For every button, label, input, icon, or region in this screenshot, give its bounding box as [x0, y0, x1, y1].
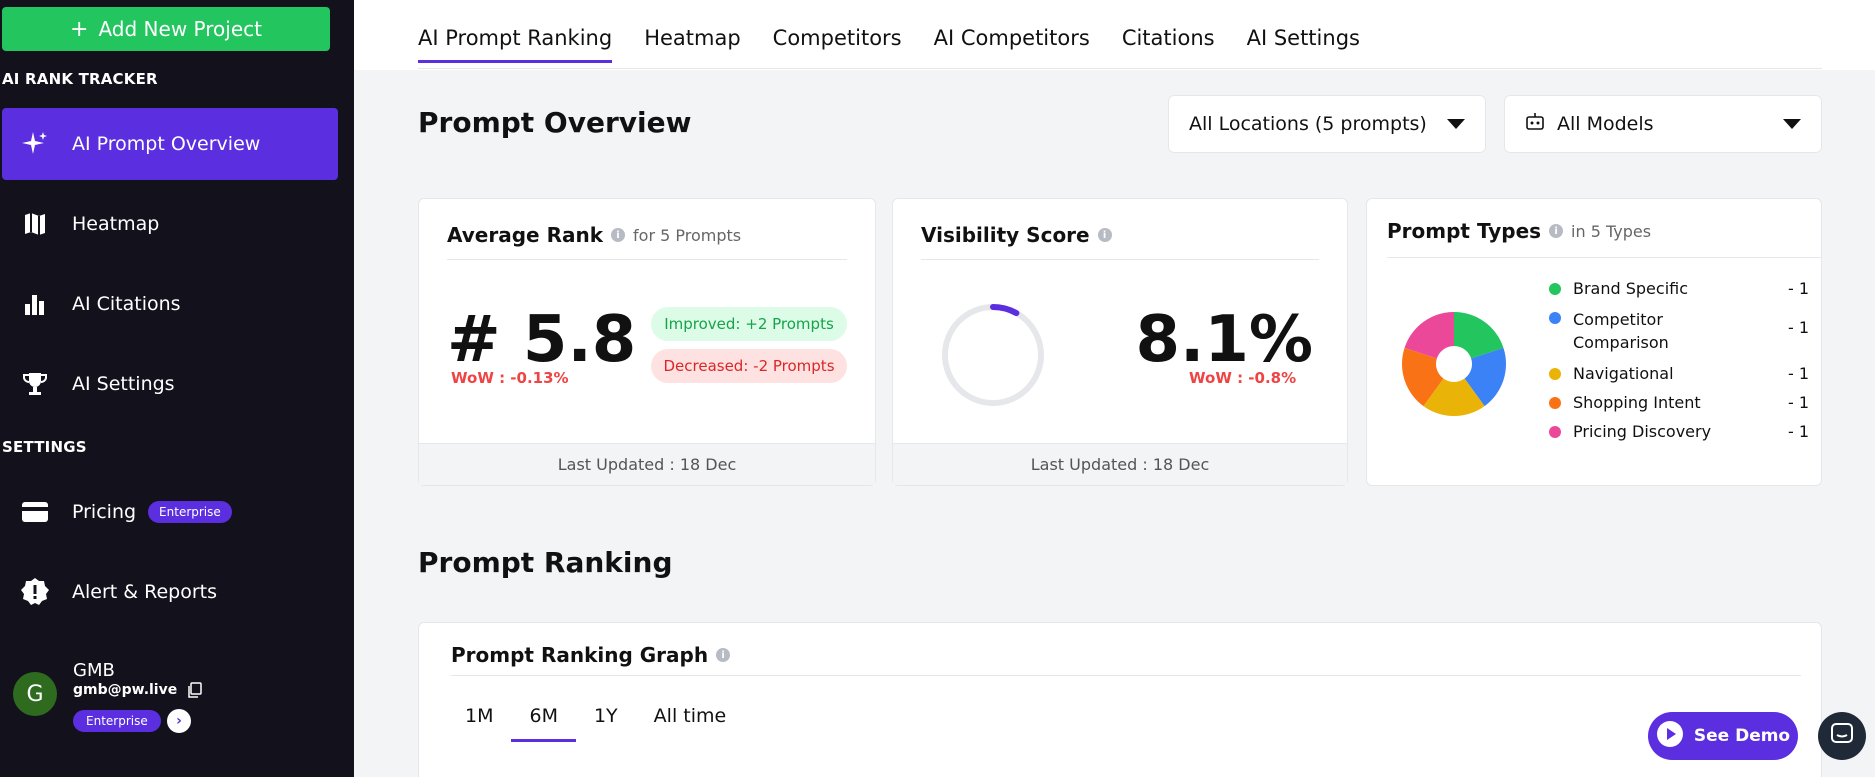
- tab-heatmap[interactable]: Heatmap: [644, 26, 741, 50]
- average-rank-value: # 5.8: [447, 303, 637, 377]
- chat-icon: [1830, 722, 1854, 750]
- legend-dot: [1549, 312, 1561, 324]
- card-subtitle: for 5 Prompts: [633, 225, 742, 245]
- legend-item: Navigational - 1: [1549, 364, 1809, 383]
- tab-citations[interactable]: Citations: [1121, 26, 1215, 50]
- decreased-badge: Decreased: -2 Prompts: [651, 349, 847, 383]
- sidebar: + Add New Project AI RANK TRACKER AI Pro…: [0, 0, 354, 777]
- prompt-types-card: Prompt Types i in 5 Types Brand Specific…: [1366, 198, 1822, 486]
- legend-dot: [1549, 283, 1561, 295]
- wow-change: WoW : -0.13%: [451, 369, 569, 387]
- period-6m[interactable]: 6M: [511, 705, 576, 742]
- last-updated: Last Updated : 18 Dec: [419, 443, 875, 485]
- legend-dot: [1549, 368, 1561, 380]
- legend-item: Competitor Comparison - 1: [1549, 308, 1809, 354]
- donut-slice-4: [1404, 312, 1454, 359]
- sidebar-item-ai-citations[interactable]: AI Citations: [2, 268, 338, 340]
- sidebar-item-ai-settings[interactable]: AI Settings: [2, 348, 338, 420]
- legend-dot: [1549, 426, 1561, 438]
- visibility-score-card: Visibility Score i 8.1% WoW : -0.8% Last…: [892, 198, 1348, 486]
- bar-chart-icon: [20, 289, 50, 319]
- user-plan-badge: Enterprise: [73, 710, 161, 732]
- donut-slice-3: [1402, 347, 1444, 407]
- robot-icon: [1525, 112, 1545, 137]
- donut-slice-1: [1464, 347, 1506, 407]
- tab-ai-settings[interactable]: AI Settings: [1246, 26, 1360, 50]
- avatar[interactable]: G: [13, 672, 57, 716]
- average-rank-card: Average Rank i for 5 Prompts # 5.8 WoW :…: [418, 198, 876, 486]
- trophy-icon: [20, 369, 50, 399]
- section-title-ai-rank-tracker: AI RANK TRACKER: [2, 70, 158, 88]
- page-title: Prompt Overview: [418, 106, 692, 139]
- credit-card-icon: [20, 497, 50, 527]
- user-profile: G GMB gmb@pw.live Enterprise ›: [13, 660, 343, 758]
- chevron-right-icon[interactable]: ›: [167, 709, 191, 733]
- card-title: Prompt Types: [1387, 219, 1542, 243]
- info-icon[interactable]: i: [611, 228, 626, 242]
- model-select[interactable]: All Models: [1504, 95, 1822, 153]
- user-email: gmb@pw.live: [73, 682, 178, 698]
- legend-item: Brand Specific - 1: [1549, 279, 1809, 298]
- visibility-ring: [942, 304, 1044, 406]
- donut-slice-2: [1423, 378, 1485, 416]
- info-icon[interactable]: i: [716, 648, 731, 662]
- tab-ai-prompt-ranking[interactable]: AI Prompt Ranking: [418, 26, 613, 63]
- tab-bar: AI Prompt Ranking Heatmap Competitors AI…: [418, 26, 1360, 63]
- period-1y[interactable]: 1Y: [593, 705, 618, 727]
- tab-ai-competitors[interactable]: AI Competitors: [933, 26, 1090, 50]
- location-select[interactable]: All Locations (5 prompts): [1168, 95, 1486, 153]
- copy-icon[interactable]: [187, 682, 203, 702]
- caret-down-icon: [1447, 119, 1465, 129]
- section-title-prompt-ranking: Prompt Ranking: [418, 546, 673, 579]
- sidebar-item-alert-reports[interactable]: Alert & Reports: [2, 556, 338, 628]
- donut-slice-0: [1454, 312, 1504, 359]
- sidebar-item-ai-prompt-overview[interactable]: AI Prompt Overview: [2, 108, 338, 180]
- wow-change: WoW : -0.8%: [1189, 369, 1297, 387]
- card-title: Average Rank: [447, 223, 604, 247]
- sidebar-item-pricing[interactable]: Pricing Enterprise: [2, 476, 338, 548]
- see-demo-button[interactable]: See Demo: [1648, 712, 1798, 760]
- period-selector: 1M 6M 1Y All time: [447, 705, 744, 742]
- section-title-settings: SETTINGS: [2, 438, 87, 456]
- sidebar-item-heatmap[interactable]: Heatmap: [2, 188, 338, 260]
- legend-item: Shopping Intent - 1: [1549, 393, 1809, 412]
- info-icon[interactable]: i: [1097, 228, 1112, 242]
- last-updated: Last Updated : 18 Dec: [893, 443, 1347, 485]
- prompt-types-donut: [1402, 312, 1506, 416]
- alert-badge-icon: [20, 577, 50, 607]
- top-bar: [354, 0, 1875, 70]
- sparkle-icon: [20, 129, 50, 159]
- chat-button[interactable]: [1818, 712, 1866, 760]
- user-name: GMB: [73, 660, 115, 681]
- card-subtitle: in 5 Types: [1571, 221, 1652, 241]
- period-1m[interactable]: 1M: [465, 705, 494, 727]
- legend-item: Pricing Discovery - 1: [1549, 422, 1809, 441]
- visibility-score-value: 8.1%: [1135, 303, 1314, 377]
- prompt-ranking-graph-card: Prompt Ranking Graph i 1M 6M 1Y All time: [418, 622, 1822, 777]
- add-new-project-button[interactable]: + Add New Project: [2, 7, 330, 51]
- enterprise-badge: Enterprise: [148, 501, 232, 523]
- map-icon: [20, 209, 50, 239]
- card-title: Visibility Score: [921, 223, 1090, 247]
- legend-dot: [1549, 397, 1561, 409]
- caret-down-icon: [1783, 119, 1801, 129]
- tab-competitors[interactable]: Competitors: [772, 26, 902, 50]
- tab-divider: [418, 68, 1822, 69]
- info-icon[interactable]: i: [1549, 224, 1564, 238]
- play-icon: [1656, 720, 1684, 753]
- plus-icon: +: [70, 16, 89, 42]
- improved-badge: Improved: +2 Prompts: [651, 307, 847, 341]
- visibility-ring-progress: [942, 304, 1044, 406]
- prompt-types-legend: Brand Specific - 1 Competitor Comparison…: [1549, 279, 1809, 451]
- card-title: Prompt Ranking Graph: [451, 643, 709, 667]
- period-all-time[interactable]: All time: [653, 705, 727, 727]
